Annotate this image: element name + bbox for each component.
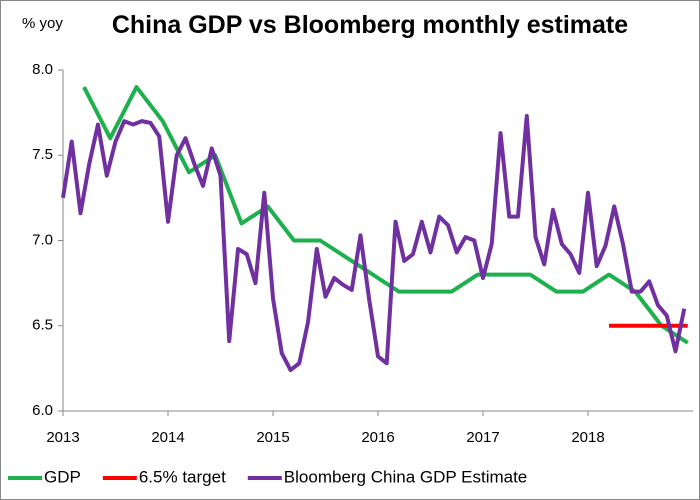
legend-label: 6.5% target bbox=[139, 467, 226, 486]
y-tick-label: 8.0 bbox=[32, 61, 53, 78]
x-tick-label: 2013 bbox=[46, 429, 79, 446]
legend-label: GDP bbox=[44, 467, 81, 486]
x-tick-label: 2014 bbox=[151, 429, 184, 446]
series-line bbox=[82, 85, 689, 345]
y-tick-label: 6.5 bbox=[32, 317, 53, 334]
x-tick-label: 2015 bbox=[256, 429, 289, 446]
x-tick-label: 2018 bbox=[571, 429, 604, 446]
y-tick-label: 7.0 bbox=[32, 231, 53, 248]
y-tick-label: 6.0 bbox=[32, 402, 53, 419]
y-tick-label: 7.5 bbox=[32, 146, 53, 163]
x-tick-label: 2017 bbox=[466, 429, 499, 446]
series-line bbox=[61, 114, 687, 373]
y-axis-label: % yoy bbox=[22, 15, 63, 32]
x-tick-label: 2016 bbox=[361, 429, 394, 446]
chart-title: China GDP vs Bloomberg monthly estimate bbox=[111, 11, 629, 39]
legend-label: Bloomberg China GDP Estimate bbox=[284, 467, 527, 486]
